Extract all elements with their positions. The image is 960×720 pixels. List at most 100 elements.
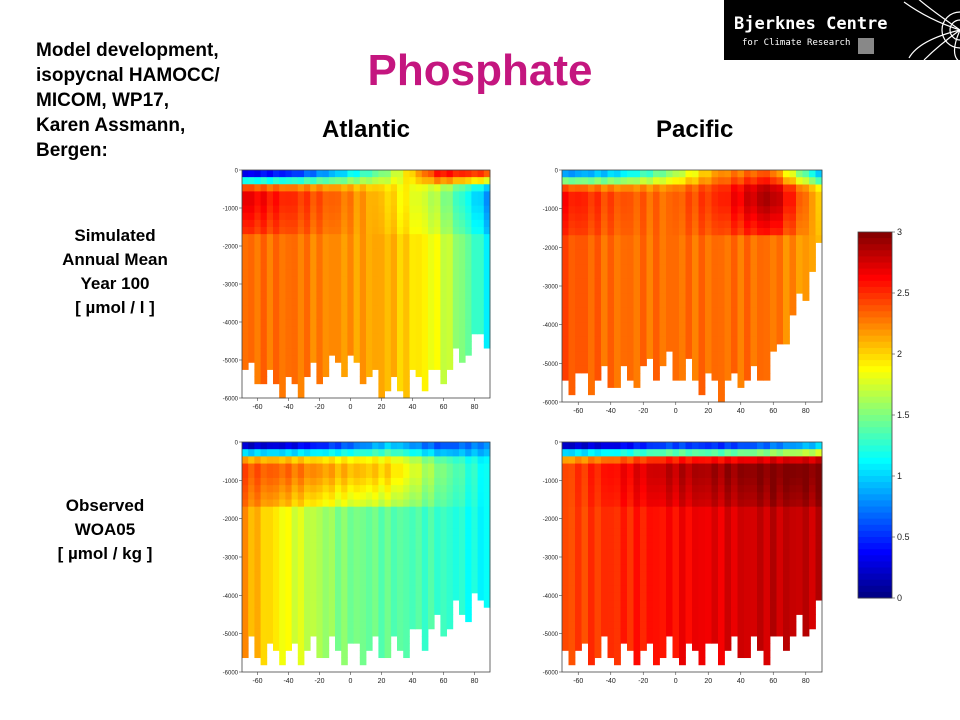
section-cell [347, 600, 354, 608]
section-cell [260, 485, 268, 493]
section-cell [254, 628, 261, 637]
section-cell [672, 621, 680, 630]
section-cell [679, 336, 686, 345]
section-cell [409, 198, 416, 207]
section-cell [471, 513, 478, 522]
section-cell [477, 456, 485, 464]
section-cell [581, 235, 589, 243]
section-cell [335, 614, 342, 623]
section-cell [347, 585, 354, 594]
section-cell [575, 506, 582, 515]
section-cell [594, 315, 602, 323]
section-cell [459, 319, 466, 328]
section-cell [685, 206, 693, 214]
section-cell [242, 557, 249, 565]
section-cell [594, 235, 602, 243]
section-cell [783, 564, 790, 572]
section-cell [384, 170, 392, 178]
section-cell [341, 276, 348, 285]
section-cell [328, 326, 336, 335]
section-cell [378, 463, 385, 472]
section-cell [796, 607, 803, 615]
section-cell [640, 535, 647, 544]
section-cell [601, 600, 608, 608]
section-cell [685, 228, 693, 236]
section-cell [633, 315, 641, 323]
section-cell [614, 549, 621, 558]
section-cell [731, 557, 738, 565]
section-cell [802, 257, 810, 265]
section-cell [465, 248, 472, 256]
section-cell [776, 592, 784, 601]
section-cell [440, 513, 447, 522]
section-cell [366, 463, 373, 472]
section-cell [477, 528, 485, 536]
y-tick-label: -6000 [543, 671, 559, 677]
section-cell [366, 607, 373, 615]
section-cell [718, 373, 725, 381]
section-cell [378, 585, 385, 594]
section-cell [692, 614, 699, 623]
section-cell [783, 535, 790, 544]
section-cell [776, 614, 784, 623]
section-cell [459, 463, 466, 472]
section-cell [633, 177, 641, 185]
section-cell [744, 228, 751, 236]
section-cell [434, 513, 441, 522]
section-cell [459, 477, 466, 486]
section-cell [452, 485, 460, 493]
section-cell [310, 212, 317, 221]
section-cell [459, 535, 466, 544]
section-cell [666, 542, 673, 551]
section-cell [705, 336, 712, 345]
section-cell [705, 191, 712, 200]
section-cell [718, 184, 725, 193]
section-cell [397, 492, 404, 500]
section-cell [679, 564, 686, 572]
section-cell [471, 312, 478, 321]
section-cell [562, 336, 569, 345]
section-cell [666, 264, 673, 272]
section-cell [679, 621, 686, 630]
section-cell [372, 442, 379, 450]
section-cell [705, 177, 712, 185]
section-cell [328, 456, 336, 464]
section-cell [692, 528, 699, 536]
section-cell [731, 456, 738, 464]
section-cell [291, 227, 299, 235]
section-cell [614, 322, 621, 330]
section-cell [601, 329, 608, 338]
section-cell [353, 463, 361, 472]
section-cell [653, 271, 660, 280]
section-cell [266, 564, 274, 572]
section-cell [372, 269, 379, 278]
section-cell [750, 177, 758, 185]
section-cell [403, 198, 410, 207]
section-cell [266, 219, 274, 228]
section-cell [440, 506, 447, 515]
section-cell [446, 298, 454, 306]
section-cell [809, 535, 816, 544]
section-cell [575, 571, 582, 579]
section-cell [353, 319, 361, 328]
section-cell [640, 499, 647, 508]
section-cell [737, 571, 745, 579]
section-cell [653, 636, 660, 644]
section-cell [254, 305, 261, 313]
section-cell [390, 628, 398, 637]
section-cell [633, 607, 641, 615]
section-cell [744, 278, 751, 287]
section-cell [672, 257, 680, 265]
section-cell [594, 199, 602, 207]
section-cell [347, 564, 354, 572]
section-cell [685, 170, 693, 178]
section-cell [353, 564, 361, 572]
section-cell [384, 528, 392, 536]
section-cell [409, 348, 416, 356]
section-cell [347, 234, 354, 242]
section-cell [347, 341, 354, 349]
section-cell [397, 305, 404, 313]
section-cell [705, 492, 712, 500]
section-cell [685, 336, 693, 345]
section-cell [316, 477, 323, 486]
